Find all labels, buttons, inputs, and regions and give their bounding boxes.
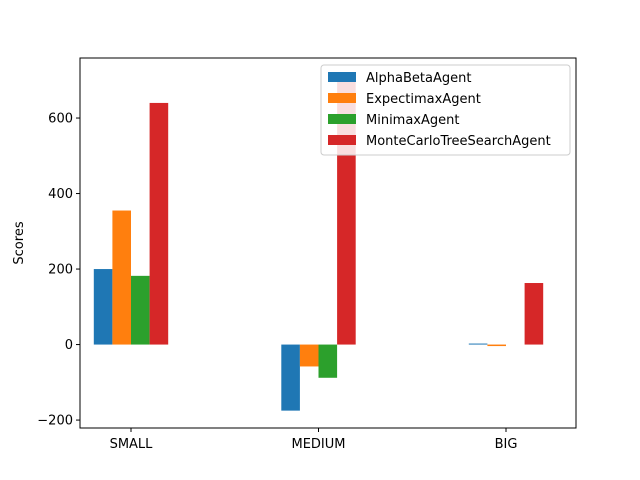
bar-MonteCarloTreeSearchAgent-BIG	[524, 283, 544, 345]
legend-label-AlphaBetaAgent: AlphaBetaAgent	[366, 71, 471, 86]
bars-group	[93, 74, 544, 411]
bar-AlphaBetaAgent-SMALL	[93, 269, 113, 345]
x-axis: SMALL MEDIUM BIG	[110, 428, 518, 452]
legend: AlphaBetaAgent ExpectimaxAgent MinimaxAgen…	[320, 64, 571, 156]
bar-ExpectimaxAgent-SMALL	[112, 210, 131, 345]
bar-MinimaxAgent-MEDIUM	[318, 344, 338, 378]
x-tick-label-big: BIG	[495, 437, 518, 452]
bar-ExpectimaxAgent-BIG	[487, 344, 506, 347]
legend-label-ExpectimaxAgent: ExpectimaxAgent	[366, 92, 481, 107]
legend-swatch-MinimaxAgent	[328, 114, 356, 124]
legend-swatch-ExpectimaxAgent	[328, 93, 356, 103]
legend-swatch-MonteCarloTreeSearchAgent	[328, 135, 356, 145]
bar-MinimaxAgent-SMALL	[131, 275, 150, 345]
legend-label-MinimaxAgent: MinimaxAgent	[366, 113, 459, 128]
legend-swatch-AlphaBetaAgent	[328, 72, 356, 82]
plot-frame	[79, 57, 577, 429]
y-axis-label: Scores	[12, 221, 27, 264]
legend-label-MonteCarloTreeSearchAgent: MonteCarloTreeSearchAgent	[366, 134, 551, 149]
y-tick-label: 0	[65, 338, 73, 353]
bar-MonteCarloTreeSearchAgent-SMALL	[149, 102, 169, 345]
bar-AlphaBetaAgent-BIG	[468, 343, 488, 345]
y-tick-label: −200	[37, 414, 73, 429]
x-tick-label-small: SMALL	[110, 437, 154, 452]
y-tick-label: 200	[48, 263, 73, 278]
y-axis: −200 0 200 400 600	[37, 112, 80, 429]
bar-AlphaBetaAgent-MEDIUM	[281, 344, 300, 411]
y-tick-label: 600	[48, 112, 73, 127]
bar-ExpectimaxAgent-MEDIUM	[299, 344, 319, 367]
x-tick-label-medium: MEDIUM	[291, 437, 345, 452]
legend-box	[320, 64, 571, 156]
y-tick-label: 400	[48, 187, 73, 202]
